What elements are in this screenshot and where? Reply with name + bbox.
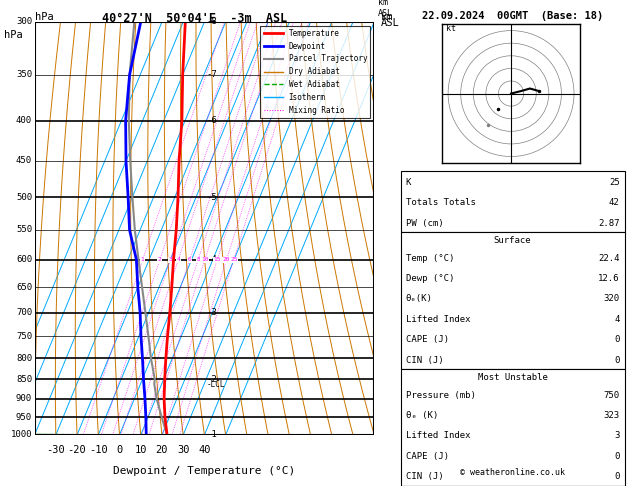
Text: ASL: ASL — [381, 18, 399, 29]
Text: 20: 20 — [223, 257, 230, 262]
Text: 1000: 1000 — [11, 431, 32, 439]
Text: 0: 0 — [614, 452, 620, 461]
Text: 4: 4 — [176, 257, 180, 262]
Text: -5: -5 — [206, 192, 217, 202]
Text: 300: 300 — [16, 17, 32, 26]
Text: 22.09.2024  00GMT  (Base: 18): 22.09.2024 00GMT (Base: 18) — [422, 11, 603, 21]
Text: -6: -6 — [206, 116, 217, 125]
Text: 350: 350 — [16, 70, 32, 79]
Legend: Temperature, Dewpoint, Parcel Trajectory, Dry Adiabat, Wet Adiabat, Isotherm, Mi: Temperature, Dewpoint, Parcel Trajectory… — [260, 26, 370, 118]
Text: 15: 15 — [214, 257, 221, 262]
Text: 650: 650 — [16, 283, 32, 292]
Text: 40: 40 — [198, 445, 211, 455]
Text: 20: 20 — [156, 445, 168, 455]
Text: kt: kt — [445, 24, 455, 33]
Text: Totals Totals: Totals Totals — [406, 198, 476, 207]
Text: km: km — [381, 12, 393, 22]
Text: -LCL: -LCL — [206, 380, 225, 388]
Text: θₑ (K): θₑ (K) — [406, 411, 438, 420]
Text: -20: -20 — [68, 445, 86, 455]
Text: -4: -4 — [206, 255, 217, 264]
Text: Most Unstable: Most Unstable — [477, 373, 548, 382]
Text: 750: 750 — [16, 332, 32, 341]
Text: 600: 600 — [16, 255, 32, 264]
Text: 30: 30 — [177, 445, 189, 455]
Text: Pressure (mb): Pressure (mb) — [406, 391, 476, 399]
Text: 323: 323 — [603, 411, 620, 420]
Text: 320: 320 — [603, 295, 620, 303]
Text: 2: 2 — [158, 257, 162, 262]
Text: 3: 3 — [169, 257, 172, 262]
Text: 8: 8 — [196, 257, 200, 262]
Text: -3: -3 — [206, 308, 217, 317]
Text: hPa: hPa — [4, 30, 23, 40]
Text: -2: -2 — [206, 375, 217, 384]
Text: 22.4: 22.4 — [598, 254, 620, 262]
Text: 0: 0 — [116, 445, 123, 455]
Text: 10: 10 — [201, 257, 209, 262]
Text: 6: 6 — [188, 257, 192, 262]
Text: Temp (°C): Temp (°C) — [406, 254, 454, 262]
Text: hPa: hPa — [35, 12, 53, 22]
Text: 10: 10 — [135, 445, 147, 455]
Text: -1: -1 — [206, 431, 217, 439]
Text: Lifted Index: Lifted Index — [406, 432, 470, 440]
Text: CIN (J): CIN (J) — [406, 472, 443, 481]
Text: θₑ(K): θₑ(K) — [406, 295, 433, 303]
Text: 700: 700 — [16, 308, 32, 317]
Text: -10: -10 — [89, 445, 108, 455]
Text: K: K — [406, 178, 411, 187]
Text: CAPE (J): CAPE (J) — [406, 452, 448, 461]
Text: Dewp (°C): Dewp (°C) — [406, 274, 454, 283]
Text: 42: 42 — [609, 198, 620, 207]
Text: 2.87: 2.87 — [598, 219, 620, 227]
Text: 12.6: 12.6 — [598, 274, 620, 283]
Text: Lifted Index: Lifted Index — [406, 315, 470, 324]
Text: 3: 3 — [614, 432, 620, 440]
Text: 25: 25 — [230, 257, 238, 262]
Text: 800: 800 — [16, 354, 32, 363]
Text: -7: -7 — [206, 70, 217, 79]
Text: 750: 750 — [603, 391, 620, 399]
Text: 550: 550 — [16, 226, 32, 234]
Text: Surface: Surface — [494, 236, 532, 245]
Text: 0: 0 — [614, 472, 620, 481]
Text: 950: 950 — [16, 413, 32, 422]
Text: 0: 0 — [614, 335, 620, 344]
Text: © weatheronline.co.uk: © weatheronline.co.uk — [460, 468, 565, 477]
Text: Dewpoint / Temperature (°C): Dewpoint / Temperature (°C) — [113, 466, 296, 476]
Text: 40°27'N  50°04'E  -3m  ASL: 40°27'N 50°04'E -3m ASL — [103, 12, 287, 25]
Text: -8: -8 — [206, 17, 217, 26]
Text: 25: 25 — [609, 178, 620, 187]
Text: 4: 4 — [614, 315, 620, 324]
Text: Mixing Ratio (g/kg): Mixing Ratio (g/kg) — [431, 177, 440, 279]
Text: 400: 400 — [16, 116, 32, 125]
Text: 450: 450 — [16, 156, 32, 166]
Text: km
ASL: km ASL — [377, 0, 392, 17]
Text: CIN (J): CIN (J) — [406, 356, 443, 364]
Text: -30: -30 — [47, 445, 65, 455]
Text: CAPE (J): CAPE (J) — [406, 335, 448, 344]
Text: PW (cm): PW (cm) — [406, 219, 443, 227]
Text: 1: 1 — [141, 257, 145, 262]
Text: 900: 900 — [16, 394, 32, 403]
Text: 500: 500 — [16, 192, 32, 202]
Text: 850: 850 — [16, 375, 32, 384]
Text: 0: 0 — [614, 356, 620, 364]
